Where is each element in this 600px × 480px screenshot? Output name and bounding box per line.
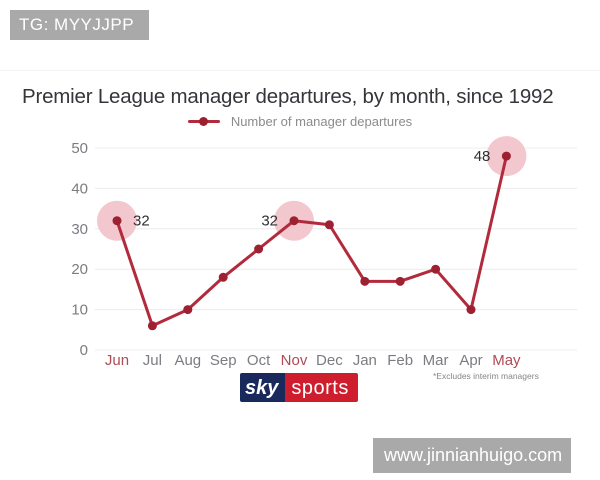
legend-label: Number of manager departures <box>230 114 413 129</box>
svg-text:30: 30 <box>71 221 88 238</box>
svg-text:Aug: Aug <box>174 352 201 369</box>
chart-legend: Number of manager departures <box>0 114 600 129</box>
svg-text:Oct: Oct <box>247 352 271 369</box>
svg-text:0: 0 <box>80 342 88 359</box>
chart-footnote: *Excludes interim managers <box>433 371 539 381</box>
sky-sports-logo: sky sports <box>240 373 358 402</box>
svg-text:May: May <box>492 352 521 369</box>
svg-text:Feb: Feb <box>387 352 413 369</box>
line-chart-plot: 0 10 20 30 40 50 32 32 48 Jun Jul Aug Sep Oct Nov Dec Ja… <box>71 136 577 369</box>
svg-text:48: 48 <box>474 148 491 165</box>
svg-text:Apr: Apr <box>459 352 482 369</box>
svg-text:Jul: Jul <box>143 352 162 369</box>
svg-text:Jan: Jan <box>353 352 377 369</box>
svg-text:32: 32 <box>261 213 278 230</box>
svg-text:40: 40 <box>71 180 88 197</box>
svg-text:32: 32 <box>133 213 150 230</box>
sports-logo-text: sports <box>285 373 358 402</box>
watermark-bottom-right: www.jinnianhuigo.com <box>373 438 571 473</box>
watermark-top-left: TG: MYYJJPP <box>10 10 149 40</box>
svg-text:Nov: Nov <box>281 352 308 369</box>
chart-card: Premier League manager departures, by mo… <box>0 70 600 426</box>
sky-logo-text: sky <box>240 373 286 402</box>
line-series-marker-icon <box>187 117 220 126</box>
svg-text:Mar: Mar <box>423 352 449 369</box>
svg-text:Dec: Dec <box>316 352 343 369</box>
svg-text:50: 50 <box>71 140 88 157</box>
chart-title: Premier League manager departures, by mo… <box>22 85 554 108</box>
svg-text:Sep: Sep <box>210 352 237 369</box>
legend-dot-icon <box>198 117 208 126</box>
svg-text:Jun: Jun <box>105 352 129 369</box>
svg-text:20: 20 <box>71 261 88 278</box>
svg-text:10: 10 <box>71 302 88 319</box>
